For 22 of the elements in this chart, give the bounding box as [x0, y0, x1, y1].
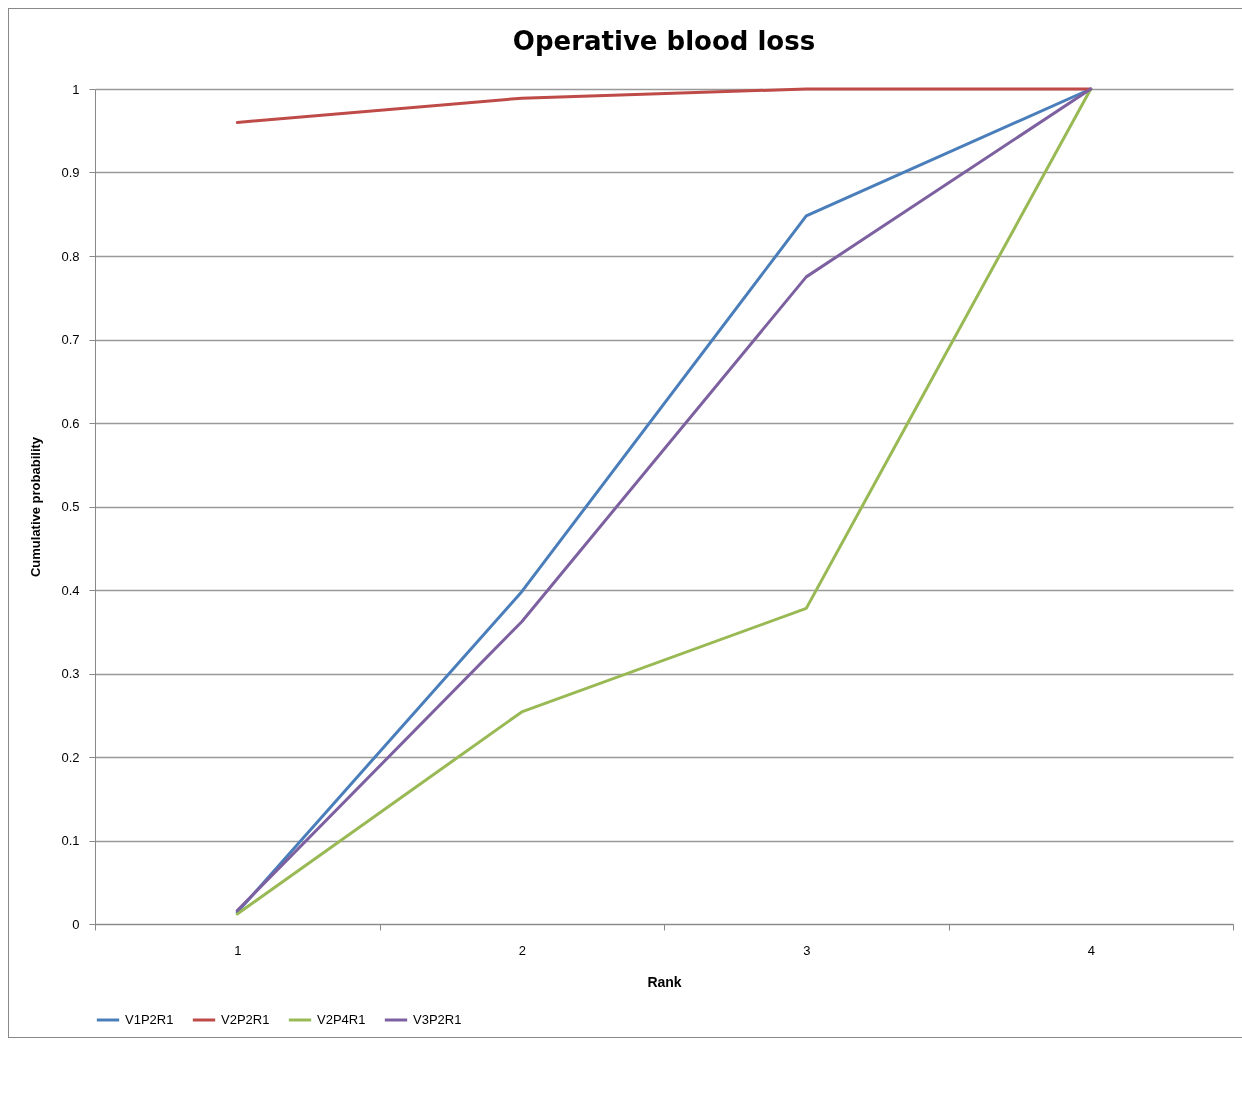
x-axis-title: Rank: [647, 973, 682, 990]
x-tick-label: 4: [1087, 942, 1095, 958]
chart-title: Operative blood loss: [512, 26, 816, 56]
legend-label: V2P4R1: [317, 1012, 366, 1027]
legend-label: V1P2R1: [125, 1012, 174, 1027]
y-tick-label: 0.3: [61, 666, 80, 681]
x-tick-label: 2: [518, 942, 526, 958]
y-tick-label: 0.8: [61, 248, 80, 264]
y-tick-label: 0: [72, 916, 80, 932]
y-axis-title: Cumulative probability: [28, 436, 44, 578]
x-tick-label: 3: [803, 942, 811, 958]
legend-label: V3P2R1: [413, 1012, 462, 1027]
y-tick-label: 0.9: [61, 165, 80, 180]
y-tick-label: 1: [72, 81, 80, 97]
y-tick-label: 0.5: [61, 499, 80, 514]
y-tick-label: 0.2: [61, 749, 80, 765]
y-tick-label: 0.7: [61, 332, 80, 347]
legend-label: V2P2R1: [221, 1012, 270, 1027]
x-tick-label: 1: [234, 942, 242, 958]
y-tick-label: 0.4: [61, 582, 80, 598]
y-tick-label: 0.1: [61, 833, 80, 848]
y-tick-label: 0.6: [61, 415, 80, 431]
